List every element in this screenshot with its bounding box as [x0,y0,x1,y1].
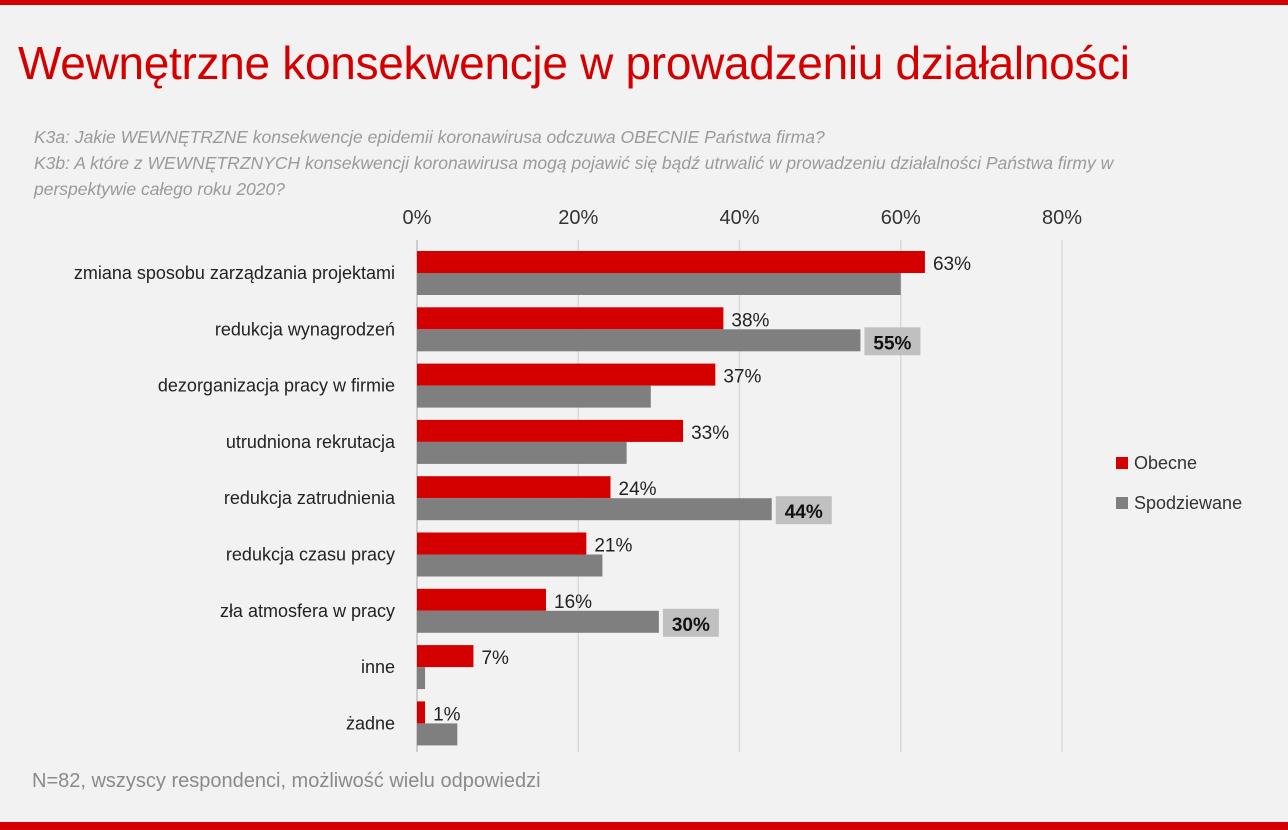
top-accent-bar [0,0,1288,5]
legend-label-obecne: Obecne [1134,452,1198,473]
data-label-obecne: 33% [691,423,729,444]
category-label: zmiana sposobu zarządzania projektami [74,263,395,283]
category-label: żadne [346,713,395,733]
bar-obecne [417,532,587,555]
category-label: redukcja czasu pracy [226,545,395,565]
bottom-accent-bar [0,822,1288,830]
x-tick-label: 0% [403,207,432,229]
bar-spodziewane [417,667,426,690]
legend-swatch-spodziewane [1116,497,1128,509]
bar-spodziewane [417,723,458,746]
data-label-spodziewane: 55% [873,333,911,354]
bar-obecne [417,476,611,499]
bar-spodziewane [417,498,772,521]
bar-spodziewane [417,329,861,352]
page-title: Wewnętrzne konsekwencje w prowadzeniu dz… [18,37,1130,89]
bar-spodziewane [417,385,651,408]
legend-label-spodziewane: Spodziewane [1134,492,1243,513]
legend-swatch-obecne [1116,457,1128,469]
bar-spodziewane [417,554,603,577]
data-label-box [775,496,832,525]
bar-obecne [417,307,724,330]
data-label-spodziewane: 30% [672,615,710,636]
x-tick-label: 60% [881,207,921,229]
question-line-3: perspektywie całego roku 2020? [34,179,285,199]
bar-spodziewane [417,610,659,633]
legend-item-obecne: Obecne [1116,450,1242,476]
chart-legend: Obecne Spodziewane [1116,450,1242,530]
question-line-1: K3a: Jakie WEWNĘTRZNE konsekwencje epide… [34,127,825,147]
footnote: N=82, wszyscy respondenci, możliwość wie… [32,770,541,792]
data-label-obecne: 21% [594,536,632,557]
data-label-obecne: 16% [554,592,592,613]
bar-obecne [417,419,684,442]
data-label-spodziewane: 44% [785,502,823,523]
bar-obecne [417,251,925,273]
category-label: inne [361,657,395,677]
x-tick-label: 20% [558,207,598,229]
bar-spodziewane [417,273,901,295]
data-label-obecne: 1% [433,704,461,725]
x-tick-label: 40% [719,207,759,229]
data-label-box [662,608,719,637]
data-label-obecne: 24% [619,479,657,500]
bar-spodziewane [417,441,627,464]
category-label: redukcja zatrudnienia [224,488,396,508]
data-label-obecne: 7% [481,648,509,669]
data-label-obecne: 63% [933,254,971,275]
bar-obecne [417,645,474,668]
data-label-obecne: 38% [731,310,769,331]
question-line-2: K3b: A które z WEWNĘTRZNYCH konsekwencji… [34,153,1114,173]
category-label: dezorganizacja pracy w firmie [158,376,395,396]
category-label: redukcja wynagrodzeń [215,319,395,339]
x-tick-label: 80% [1042,207,1082,229]
category-label: zła atmosfera w pracy [220,601,395,621]
category-label: utrudniona rekrutacja [226,432,396,452]
legend-item-spodziewane: Spodziewane [1116,490,1242,516]
data-label-box [864,327,921,356]
bar-obecne [417,588,546,611]
bar-obecne [417,701,426,724]
data-label-obecne: 37% [723,367,761,388]
bar-obecne [417,363,716,386]
